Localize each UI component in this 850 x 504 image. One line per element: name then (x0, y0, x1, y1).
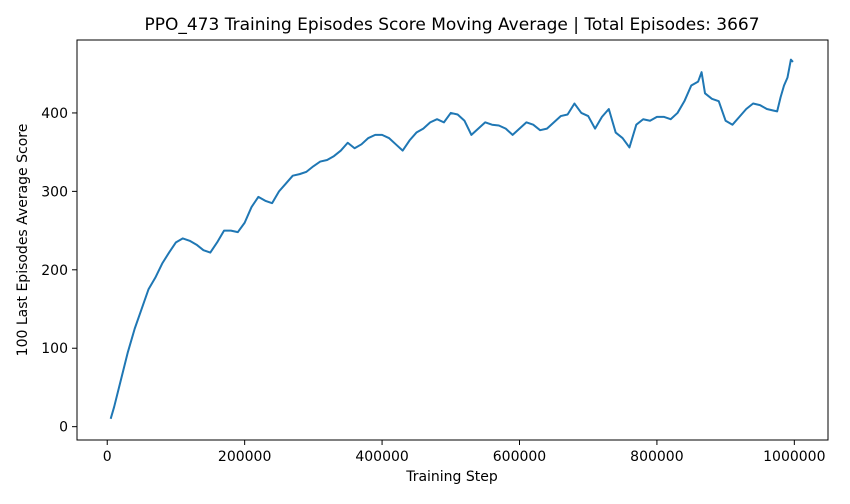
y-axis-label: 100 Last Episodes Average Score (15, 124, 31, 357)
plot-frame (76, 39, 829, 441)
x-tick-label: 1000000 (763, 449, 825, 465)
x-tick-label: 800000 (630, 449, 683, 465)
data-line (109, 58, 794, 420)
y-tick-label: 400 (41, 106, 68, 122)
x-tick-label: 200000 (218, 449, 271, 465)
y-tick-label: 100 (41, 341, 68, 357)
x-tick-label: 400000 (355, 449, 408, 465)
y-tick-label: 0 (59, 420, 68, 436)
x-axis-label: Training Step (405, 469, 498, 485)
chart-title: PPO_473 Training Episodes Score Moving A… (144, 15, 759, 35)
x-tick-label: 0 (103, 449, 112, 465)
y-tick-label: 300 (41, 184, 68, 200)
y-tick-label: 200 (41, 263, 68, 279)
x-tick-label: 600000 (493, 449, 546, 465)
